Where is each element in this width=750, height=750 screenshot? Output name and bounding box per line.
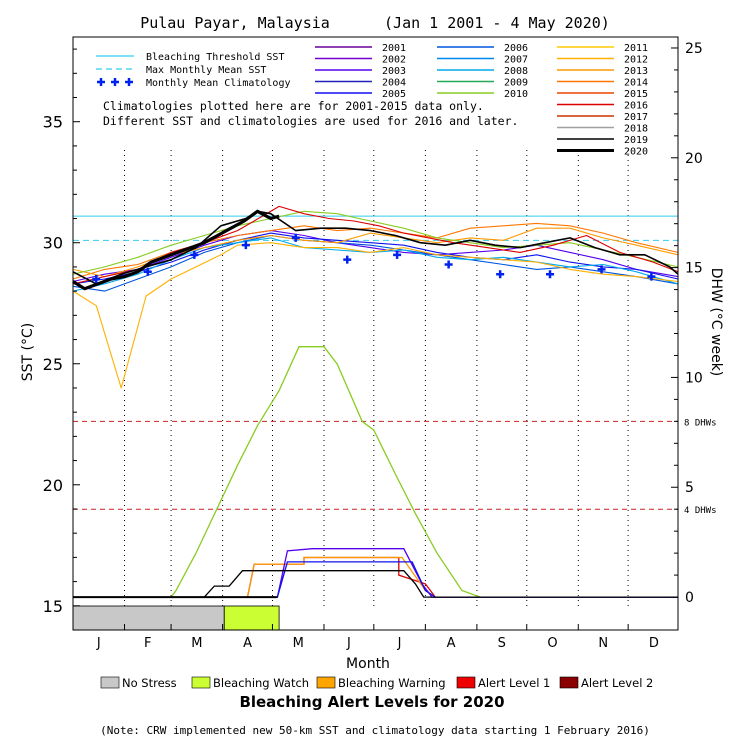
climatology-point: [496, 270, 505, 279]
climatology-point: [647, 272, 656, 281]
dhw-line-2019: [73, 570, 678, 598]
legend-year-label: 2008: [504, 66, 528, 77]
sst-line-2012: [72, 242, 679, 389]
alert-swatch: [559, 676, 579, 689]
y-axis-label-right: DHW (°C week): [708, 268, 724, 377]
month-tick-label: J: [96, 636, 101, 651]
sst-line-2003: [72, 230, 679, 283]
alert-swatch: [316, 676, 336, 689]
climatology-point: [393, 250, 402, 259]
y-right-tick-label: 5: [685, 480, 694, 496]
legend-year-label: 2020: [624, 147, 648, 158]
y-right-tick-label: 25: [685, 41, 703, 57]
y-left-tick-label: 15: [43, 597, 63, 616]
legend-year-label: 2019: [624, 135, 648, 146]
climatology-point: [92, 275, 101, 284]
month-tick-label: S: [498, 636, 506, 651]
legend-year-label: 2017: [624, 112, 648, 123]
y-left-tick-label: 20: [43, 476, 63, 495]
climatology-point: [444, 260, 453, 269]
climatology-note-line-1: Climatologies plotted here are for 2001-…: [103, 99, 484, 113]
chart-title: Pulau Payar, Malaysia (Jan 1 2001 - 4 Ma…: [140, 14, 610, 32]
legend-year-label: 2003: [382, 66, 406, 77]
climatology-note-line-2: Different SST and climatologies are used…: [103, 114, 518, 128]
alert-swatch: [456, 676, 476, 689]
legend-year-label: 2013: [624, 66, 648, 77]
month-tick-label: N: [598, 636, 608, 651]
alert-levels-title: Bleaching Alert Levels for 2020: [239, 693, 504, 711]
legend-year-label: 2010: [504, 89, 528, 100]
legend-year-label: 2014: [624, 78, 648, 89]
month-tick-label: O: [547, 636, 557, 651]
month-tick-label: M: [293, 636, 304, 651]
dhw-line-2005: [73, 561, 678, 598]
y-right-tick-label: 15: [685, 261, 703, 277]
legend-year-label: 2016: [624, 101, 648, 112]
month-tick-label: A: [243, 636, 252, 651]
dhw-line-2013: [73, 556, 678, 598]
legend-plus-marker: [111, 78, 119, 86]
month-tick-label: J: [397, 636, 402, 651]
alert-label: Bleaching Watch: [213, 676, 309, 690]
alert-label: Alert Level 2: [581, 676, 653, 690]
legend-mmm-label: Max Monthly Mean SST: [146, 65, 266, 76]
legend-year-label: 2002: [382, 55, 406, 66]
month-tick-label: F: [144, 636, 151, 651]
sst-line-2020: [72, 209, 280, 291]
legend-plus-marker: [125, 78, 133, 86]
alert-swatch: [100, 676, 120, 689]
dhw-line-2010: [73, 346, 678, 598]
month-tick-label: J: [346, 636, 351, 651]
legend-year-label: 2012: [624, 55, 648, 66]
y-right-tick-label: 0: [685, 590, 694, 606]
climatology-point: [190, 250, 199, 259]
month-tick-label: A: [447, 636, 456, 651]
alert-label: Bleaching Warning: [338, 676, 446, 690]
y-right-tick-label: 20: [685, 151, 703, 167]
climatology-point: [241, 241, 250, 250]
climatology-point: [343, 255, 352, 264]
y-left-tick-label: 30: [43, 234, 63, 253]
alert-label: No Stress: [122, 676, 177, 690]
legend-plus-marker: [97, 78, 105, 86]
legend-year-label: 2005: [382, 89, 406, 100]
sst-line-2010: [72, 210, 679, 275]
alert-bar-segment: [223, 605, 280, 631]
legend-year-label: 2006: [504, 43, 528, 54]
alert-label: Alert Level 1: [478, 676, 550, 690]
month-tick-label: M: [191, 636, 202, 651]
legend-year-label: 2015: [624, 89, 648, 100]
y-axis-label-left: SST (°C): [20, 323, 36, 381]
legend-year-label: 2007: [504, 55, 528, 66]
legend-year-label: 2018: [624, 124, 648, 135]
month-tick-label: D: [649, 636, 659, 651]
data-layer: 4 DHWs 8 DHWs 15 20 25 30 35 0 5 10 15 20 25 J F M A M J J A…: [43, 36, 717, 651]
y-left-tick-label: 35: [43, 113, 63, 132]
climatology-point: [143, 267, 152, 276]
y-left-tick-label: 25: [43, 355, 63, 374]
climatology-point: [546, 270, 555, 279]
x-axis-label: Month: [346, 656, 390, 672]
climatology-point: [291, 233, 300, 242]
sst-line-2005: [72, 232, 679, 285]
legend-year-label: 2011: [624, 43, 648, 54]
dhw-line-2003: [73, 548, 678, 598]
alert-swatch: [191, 676, 211, 689]
legend-year-label: 2004: [382, 78, 406, 89]
climatology-point: [597, 265, 606, 274]
dhw-line-2016: [73, 556, 678, 598]
alert-bar-segment: [72, 605, 225, 631]
sst-line-2019: [72, 210, 679, 285]
dhw-reference-label: 4 DHWs: [684, 506, 717, 516]
dhw-reference-label: 8 DHWs: [684, 418, 717, 428]
alert-level-legend: No Stress Bleaching Watch Bleaching Warnin…: [100, 676, 653, 690]
y-right-tick-label: 10: [685, 370, 703, 386]
legend-year-label: 2001: [382, 43, 406, 54]
legend-threshold-label: Bleaching Threshold SST: [146, 52, 284, 63]
legend-climatology-label: Monthly Mean Climatology: [146, 78, 291, 89]
footnote: (Note: CRW implemented new 50-km SST and…: [100, 724, 650, 737]
legend-year-label: 2009: [504, 78, 528, 89]
